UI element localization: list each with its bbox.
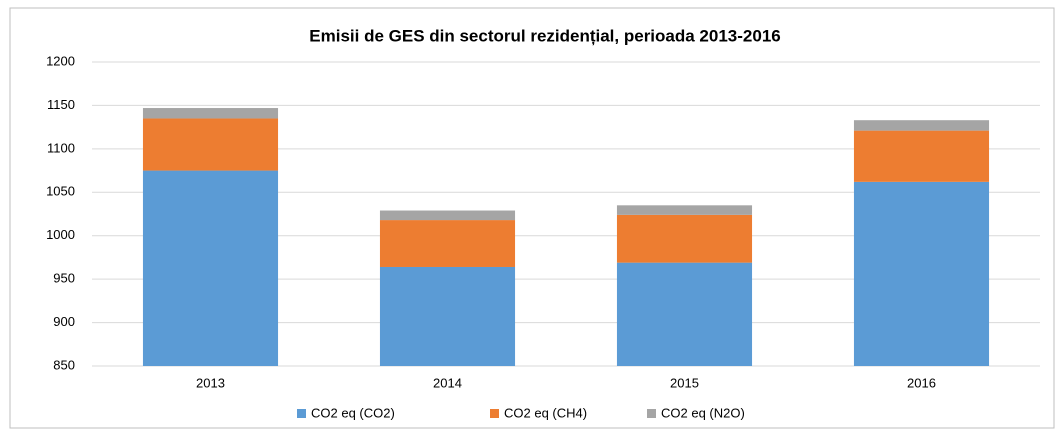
bar-segment xyxy=(379,266,516,366)
y-tick-label: 850 xyxy=(53,357,75,372)
bar-segment xyxy=(142,170,279,366)
legend-swatch xyxy=(490,409,499,418)
bar-segment xyxy=(616,262,753,366)
y-tick-label: 1000 xyxy=(46,227,75,242)
x-tick-label: 2016 xyxy=(907,375,936,390)
bar-segment xyxy=(142,118,279,171)
y-tick-label: 1150 xyxy=(47,97,75,112)
chart-title: Emisii de GES din sectorul rezidențial, … xyxy=(309,26,780,45)
legend-swatch xyxy=(297,409,306,418)
bar-segment xyxy=(379,220,516,267)
legend-swatch xyxy=(647,409,656,418)
bar-segment xyxy=(853,181,990,366)
bar-segment xyxy=(616,205,753,215)
y-tick-label: 1100 xyxy=(47,140,75,155)
legend-label: CO2 eq (CO2) xyxy=(311,405,395,420)
x-tick-label: 2014 xyxy=(433,375,462,390)
x-tick-label: 2013 xyxy=(196,375,225,390)
y-tick-label: 1200 xyxy=(46,53,75,68)
bar-segment xyxy=(616,214,753,263)
legend-label: CO2 eq (N2O) xyxy=(661,405,745,420)
y-tick-label: 1050 xyxy=(46,184,75,199)
y-tick-label: 950 xyxy=(53,271,75,286)
bar-segment xyxy=(853,130,990,182)
bar-segment xyxy=(142,108,279,119)
x-tick-label: 2015 xyxy=(670,375,699,390)
bar-segment xyxy=(853,120,990,131)
bar-segment xyxy=(379,210,516,221)
y-tick-label: 900 xyxy=(53,314,75,329)
legend-label: CO2 eq (CH4) xyxy=(504,405,587,420)
